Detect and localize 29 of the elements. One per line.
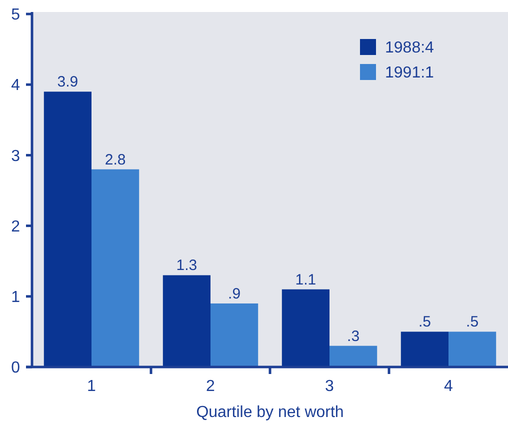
bar bbox=[448, 332, 496, 367]
legend-label: 1988:4 bbox=[385, 40, 434, 57]
bar bbox=[44, 92, 92, 367]
bar bbox=[92, 169, 140, 367]
bar bbox=[162, 275, 210, 367]
data-label: 1.1 bbox=[295, 271, 316, 288]
y-tick-label: 5 bbox=[11, 6, 20, 24]
x-tick-label: 3 bbox=[325, 378, 334, 395]
bar bbox=[210, 303, 258, 367]
legend-label: 1991:1 bbox=[385, 64, 434, 82]
bar bbox=[400, 332, 448, 367]
x-axis-title: Quartile by net worth bbox=[196, 404, 344, 421]
x-tick-label: 4 bbox=[444, 378, 454, 395]
data-label: 1.3 bbox=[176, 257, 198, 274]
y-tick-label: 1 bbox=[11, 289, 20, 306]
bar bbox=[330, 346, 378, 367]
y-tick-label: 4 bbox=[11, 77, 20, 94]
y-tick-label: 3 bbox=[11, 148, 20, 165]
data-label: .9 bbox=[228, 285, 241, 302]
x-tick-label: 1 bbox=[87, 378, 96, 395]
y-tick-label: 0 bbox=[11, 360, 20, 377]
data-label: .3 bbox=[347, 328, 360, 345]
data-label: 3.9 bbox=[57, 74, 78, 91]
y-tick-label: 2 bbox=[11, 218, 20, 236]
data-label: .5 bbox=[418, 314, 431, 331]
data-label: 2.8 bbox=[104, 151, 126, 168]
data-label: .5 bbox=[466, 314, 479, 331]
bar bbox=[282, 289, 330, 367]
x-tick-label: 2 bbox=[206, 378, 216, 395]
